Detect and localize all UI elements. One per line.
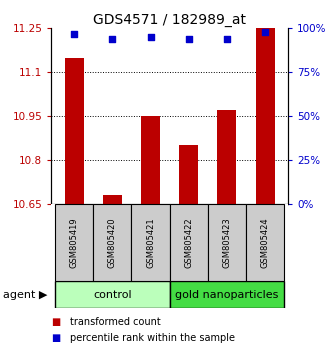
Bar (246, 204, 284, 281)
Bar (217, 110, 236, 204)
Point (148, 34, 153, 40)
Bar (55, 281, 169, 308)
Point (262, 29, 268, 35)
Bar (131, 204, 169, 281)
Bar (141, 116, 160, 204)
Text: percentile rank within the sample: percentile rank within the sample (70, 333, 234, 343)
Text: GSM805421: GSM805421 (146, 217, 155, 268)
Text: GSM805423: GSM805423 (222, 217, 231, 268)
Point (110, 36, 115, 42)
Text: ■: ■ (51, 317, 61, 327)
Title: GDS4571 / 182989_at: GDS4571 / 182989_at (93, 13, 246, 27)
Text: agent ▶: agent ▶ (3, 290, 48, 300)
Text: GSM805420: GSM805420 (108, 217, 117, 268)
Text: GSM805419: GSM805419 (70, 217, 79, 268)
Bar (256, 28, 275, 204)
Bar (93, 204, 131, 281)
Bar (169, 281, 284, 308)
Bar (65, 58, 84, 204)
Point (71, 31, 77, 36)
Bar (103, 195, 122, 204)
Point (224, 36, 229, 42)
Bar (55, 204, 93, 281)
Bar (179, 145, 198, 204)
Text: GSM805422: GSM805422 (184, 217, 193, 268)
Text: control: control (93, 290, 132, 300)
Point (186, 36, 191, 42)
Text: transformed count: transformed count (70, 317, 160, 327)
Bar (169, 204, 208, 281)
Text: ■: ■ (51, 333, 61, 343)
Text: GSM805424: GSM805424 (260, 217, 269, 268)
Bar (208, 204, 246, 281)
Text: gold nanoparticles: gold nanoparticles (175, 290, 279, 300)
